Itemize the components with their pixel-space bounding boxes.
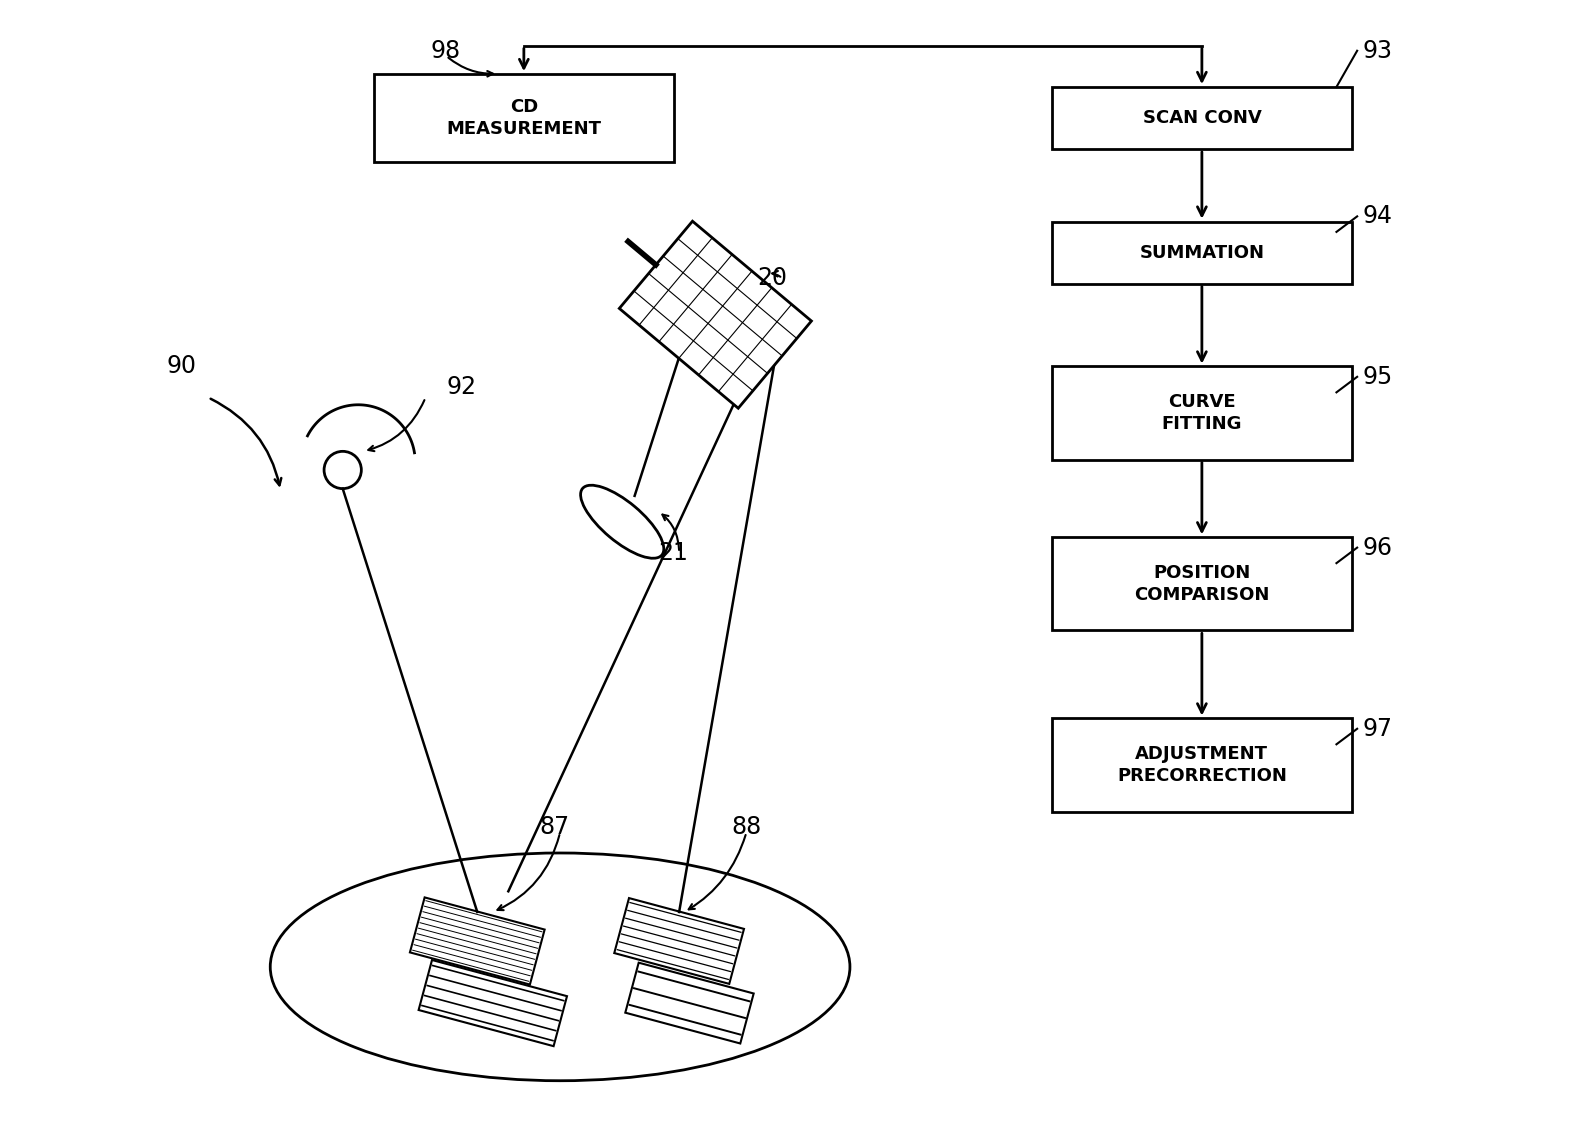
Polygon shape bbox=[625, 962, 753, 1044]
Text: 87: 87 bbox=[539, 816, 569, 840]
Text: 96: 96 bbox=[1362, 536, 1393, 560]
FancyArrowPatch shape bbox=[498, 835, 560, 911]
Text: 92: 92 bbox=[446, 375, 476, 399]
FancyBboxPatch shape bbox=[1052, 367, 1351, 460]
Text: SCAN CONV: SCAN CONV bbox=[1142, 109, 1261, 127]
Text: 94: 94 bbox=[1362, 204, 1393, 228]
Text: SUMMATION: SUMMATION bbox=[1139, 243, 1264, 262]
Polygon shape bbox=[409, 897, 544, 984]
FancyBboxPatch shape bbox=[1052, 221, 1351, 283]
FancyArrowPatch shape bbox=[688, 835, 745, 910]
Text: 95: 95 bbox=[1362, 365, 1393, 389]
Text: 97: 97 bbox=[1362, 717, 1393, 741]
FancyBboxPatch shape bbox=[1052, 537, 1351, 631]
Text: CD
MEASUREMENT: CD MEASUREMENT bbox=[446, 97, 601, 138]
Text: CURVE
FITTING: CURVE FITTING bbox=[1161, 393, 1242, 434]
Text: 98: 98 bbox=[431, 39, 462, 63]
FancyArrowPatch shape bbox=[368, 400, 425, 451]
Text: 21: 21 bbox=[658, 540, 688, 564]
Polygon shape bbox=[614, 898, 744, 984]
FancyArrowPatch shape bbox=[211, 399, 281, 485]
Text: 88: 88 bbox=[731, 816, 761, 840]
FancyArrowPatch shape bbox=[449, 57, 493, 77]
Text: 20: 20 bbox=[757, 266, 787, 290]
FancyBboxPatch shape bbox=[374, 75, 674, 162]
FancyBboxPatch shape bbox=[1052, 87, 1351, 149]
Polygon shape bbox=[619, 221, 812, 408]
Text: 93: 93 bbox=[1362, 39, 1393, 63]
Text: POSITION
COMPARISON: POSITION COMPARISON bbox=[1134, 564, 1269, 604]
FancyArrowPatch shape bbox=[772, 271, 780, 276]
Polygon shape bbox=[419, 960, 568, 1046]
FancyArrowPatch shape bbox=[663, 515, 679, 551]
Text: 90: 90 bbox=[167, 354, 197, 379]
Text: ADJUSTMENT
PRECORRECTION: ADJUSTMENT PRECORRECTION bbox=[1117, 744, 1286, 785]
FancyBboxPatch shape bbox=[1052, 718, 1351, 812]
